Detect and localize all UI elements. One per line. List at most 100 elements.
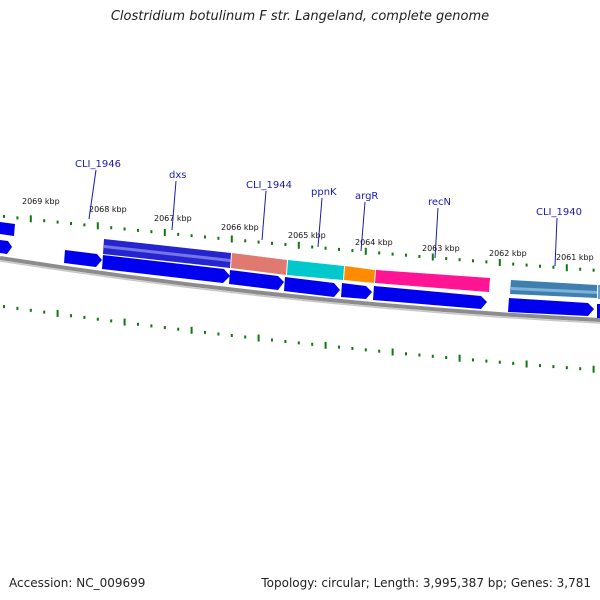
leader-cli1940 [554, 217, 558, 267]
tick-minor [70, 314, 72, 318]
tick-minor [338, 345, 340, 349]
tick-minor [257, 240, 260, 244]
tick-major [565, 264, 568, 272]
leader-cli1946 [88, 169, 97, 220]
tick-minor [110, 319, 113, 323]
gene-label-cli1946[interactable]: CLI_1946 [75, 159, 121, 170]
tick-minor [177, 232, 180, 236]
tick-minor [284, 340, 287, 343]
tick-major [324, 341, 327, 349]
genome-backbone [0, 256, 600, 322]
tick-minor [552, 365, 555, 369]
tick-minor [96, 317, 99, 321]
tick-minor [16, 216, 19, 220]
tick-minor [431, 354, 434, 358]
tick-minor [137, 228, 139, 232]
cds-arrow-7[interactable] [508, 298, 594, 316]
tick-minor [351, 347, 354, 350]
kbp-label-2065: 2065 kbp [288, 231, 326, 240]
tick-minor [137, 322, 139, 326]
cds-arrow-2[interactable] [102, 255, 230, 283]
gene-label-recn[interactable]: recN [428, 197, 451, 208]
tick-minor [485, 260, 488, 264]
tick-minor [43, 310, 46, 314]
kbp-label-2061: 2061 kbp [556, 253, 594, 262]
tick-major [391, 348, 394, 356]
tick-minor [418, 254, 421, 258]
tick-minor [525, 263, 528, 267]
tick-major [56, 309, 59, 317]
gene-ppnk-outer[interactable] [287, 260, 344, 280]
cds-arrow-1[interactable] [64, 250, 102, 267]
topology-label: Topology: circular; Length: 3,995,387 bp… [261, 576, 591, 590]
tick-minor [512, 262, 515, 266]
tick-minor [351, 249, 354, 253]
gene-label-argr[interactable]: argR [355, 191, 378, 202]
cds-arrow-6[interactable] [373, 286, 487, 309]
tick-minor [311, 245, 314, 249]
gene-left-edge-outer[interactable] [0, 222, 15, 236]
tick-minor [458, 258, 461, 262]
cds-arrow-0[interactable] [0, 240, 12, 254]
gene-cli1944-outer[interactable] [231, 253, 287, 275]
kbp-label-2062: 2062 kbp [489, 249, 527, 258]
cds-arrow-4[interactable] [284, 277, 340, 297]
kbp-label-2069: 2069 kbp [22, 197, 60, 206]
genome-backbone-shadow [0, 260, 600, 324]
tick-major [29, 215, 32, 223]
tick-major [163, 229, 166, 236]
tick-minor [539, 364, 541, 368]
tick-minor [552, 265, 555, 269]
tick-minor [110, 226, 113, 230]
tick-major [498, 259, 501, 266]
tick-minor [485, 359, 488, 363]
tick-minor [29, 308, 32, 312]
cds-arrow-5[interactable] [341, 283, 372, 299]
tick-minor [324, 246, 327, 250]
tick-major [123, 318, 126, 326]
tick-minor [472, 259, 474, 263]
tick-minor [163, 326, 166, 330]
tick-minor [378, 349, 381, 353]
tick-minor [391, 252, 394, 256]
tick-major [96, 222, 99, 230]
tick-minor [378, 251, 381, 255]
tick-minor [43, 219, 46, 223]
tick-minor [565, 366, 568, 370]
tick-minor [579, 267, 582, 271]
gene-label-cli1944[interactable]: CLI_1944 [246, 180, 292, 191]
kbp-label-2063: 2063 kbp [422, 244, 460, 253]
tick-minor [244, 239, 247, 243]
tick-major [592, 365, 595, 373]
tick-minor [445, 356, 448, 359]
gene-label-cli1940[interactable]: CLI_1940 [536, 207, 582, 218]
tick-minor [190, 234, 193, 238]
cds-arrow-3[interactable] [229, 270, 284, 290]
cds-arrow-8[interactable] [597, 304, 600, 318]
tick-minor [592, 268, 595, 272]
tick-minor [16, 306, 19, 310]
leader-cli1944 [261, 190, 267, 241]
tick-major [257, 334, 260, 342]
tick-minor [70, 222, 72, 225]
tick-minor [364, 348, 367, 352]
kbp-label-2068: 2068 kbp [89, 205, 127, 214]
tick-minor [56, 220, 59, 224]
tick-minor [204, 235, 206, 239]
leader-argr [360, 201, 366, 252]
page-title: Clostridium botulinum F str. Langeland, … [110, 9, 490, 24]
tick-minor [83, 223, 86, 227]
tick-minor [217, 236, 220, 240]
tick-minor [230, 334, 233, 337]
tick-minor [405, 253, 407, 257]
tick-minor [271, 338, 273, 342]
gene-label-ppnk[interactable]: ppnK [311, 187, 337, 198]
gene-label-dxs[interactable]: dxs [169, 170, 186, 181]
tick-major [364, 247, 367, 255]
tick-minor [284, 243, 287, 246]
tick-minor [297, 341, 300, 345]
tick-minor [512, 361, 515, 365]
tick-major [190, 326, 193, 334]
gene-recn-outer[interactable] [375, 270, 490, 292]
gene-argr-outer[interactable] [344, 266, 375, 283]
